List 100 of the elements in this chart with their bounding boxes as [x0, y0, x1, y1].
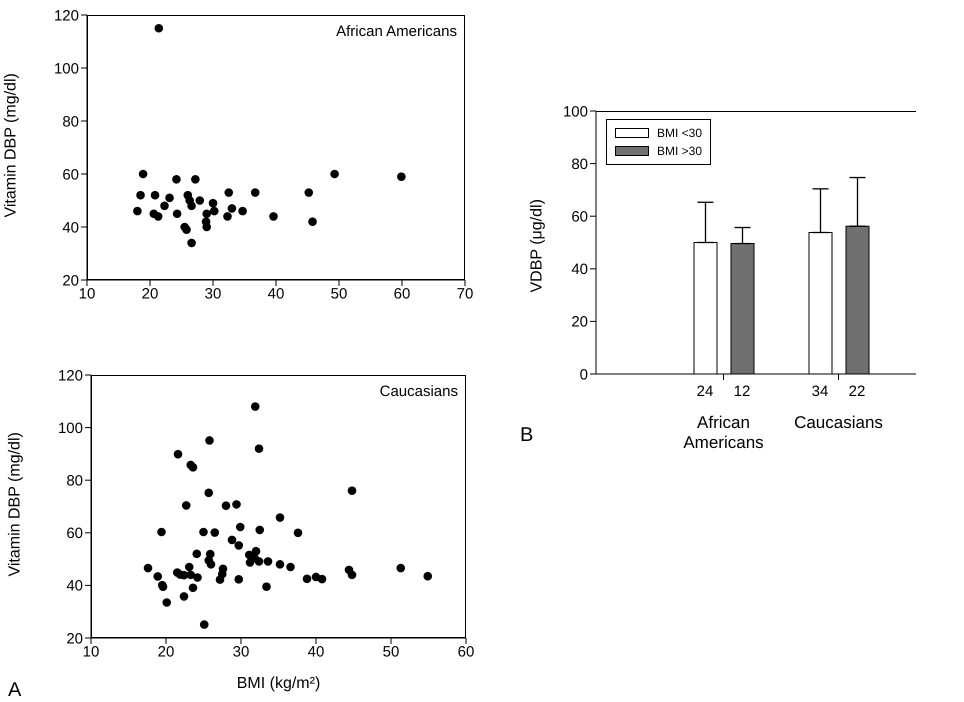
point [182, 501, 191, 510]
y-tick-label: 80 [571, 156, 588, 173]
legend-label: BMI <30 [657, 125, 702, 142]
point [208, 198, 218, 208]
x-tick-label: 50 [382, 644, 400, 661]
y-tick-label: 20 [571, 314, 588, 331]
point [236, 522, 245, 532]
point [330, 170, 339, 178]
point [423, 572, 432, 580]
point [254, 557, 264, 566]
point [252, 546, 260, 556]
point [187, 202, 196, 210]
point [162, 598, 172, 607]
point [184, 562, 194, 572]
point [153, 572, 162, 581]
legend-label: BMI >30 [657, 143, 702, 160]
y-tick-label: 0 [580, 366, 588, 384]
x-tick-label: 10 [78, 286, 96, 303]
point [204, 488, 214, 498]
y-tick-label: 40 [62, 219, 79, 236]
point [318, 574, 326, 584]
y-axis-title: Vitamin DBP (mg/dl) [2, 73, 20, 218]
y-tick-label: 100 [58, 420, 83, 437]
point [234, 541, 244, 550]
point [238, 206, 247, 216]
point [205, 436, 214, 445]
point [348, 570, 356, 580]
text: 12 [734, 383, 750, 400]
point [182, 225, 191, 234]
point [250, 188, 260, 197]
point [396, 564, 406, 572]
point [191, 175, 200, 184]
y-tick-label: 20 [66, 630, 83, 648]
point [302, 574, 312, 584]
point [210, 528, 220, 537]
point [188, 463, 198, 472]
y-tick-label: 100 [54, 60, 79, 78]
x-tick-label: 20 [142, 286, 158, 303]
x-tick-label: 40 [268, 286, 284, 303]
y-tick-label: 100 [562, 103, 588, 120]
point [187, 238, 196, 248]
point [276, 513, 284, 522]
text: 22 [848, 383, 866, 400]
point [157, 528, 166, 536]
point [250, 402, 260, 411]
y-tick-label: 60 [62, 166, 79, 184]
point [174, 450, 182, 458]
point [222, 501, 230, 510]
point [224, 188, 234, 197]
point [308, 217, 317, 226]
point [136, 190, 145, 200]
point [228, 204, 236, 213]
text: A [8, 679, 22, 702]
point [192, 550, 202, 558]
point [228, 536, 236, 544]
annotation: African Americans [336, 23, 457, 40]
point [199, 528, 208, 536]
x-tick-label: 70 [456, 286, 474, 303]
x-tick-label: 20 [158, 644, 174, 661]
point [150, 190, 160, 200]
x-tick-label: 60 [394, 286, 410, 303]
point [397, 172, 406, 181]
point [348, 486, 356, 496]
point [172, 209, 182, 218]
point [195, 196, 204, 205]
point [232, 500, 241, 509]
x-tick-label: 10 [82, 644, 100, 661]
text: 34 [812, 383, 828, 400]
point [304, 188, 314, 197]
y-axis-title: Vitamin DBP (mg/dl) [6, 432, 24, 576]
point [172, 175, 181, 184]
point [160, 202, 169, 210]
point [286, 562, 295, 572]
point [276, 560, 284, 569]
point [294, 528, 302, 538]
text: 24 [696, 383, 714, 400]
point [188, 583, 198, 592]
x-axis-title: BMI (kg/m²) [236, 675, 320, 692]
point [200, 620, 209, 629]
y-tick-label: 40 [66, 578, 83, 595]
y-tick-label: 120 [58, 367, 83, 384]
point [165, 194, 174, 202]
y-tick-label: 80 [62, 113, 79, 130]
point [254, 444, 264, 453]
point [144, 564, 152, 572]
x-tick-label: 50 [330, 286, 348, 303]
point [138, 170, 148, 178]
y-tick-label: 20 [62, 272, 79, 290]
point [154, 24, 164, 33]
point [269, 212, 278, 221]
y-tick-label: 40 [571, 261, 588, 278]
point [154, 212, 162, 221]
x-tick-label: 30 [204, 286, 222, 303]
x-tick-label: 40 [308, 644, 324, 661]
point [186, 570, 196, 580]
y-axis-title: VDBP (μg/dl) [528, 199, 546, 292]
point [234, 575, 244, 584]
point [218, 570, 227, 578]
y-tick-label: 80 [66, 472, 83, 490]
point [206, 560, 216, 569]
